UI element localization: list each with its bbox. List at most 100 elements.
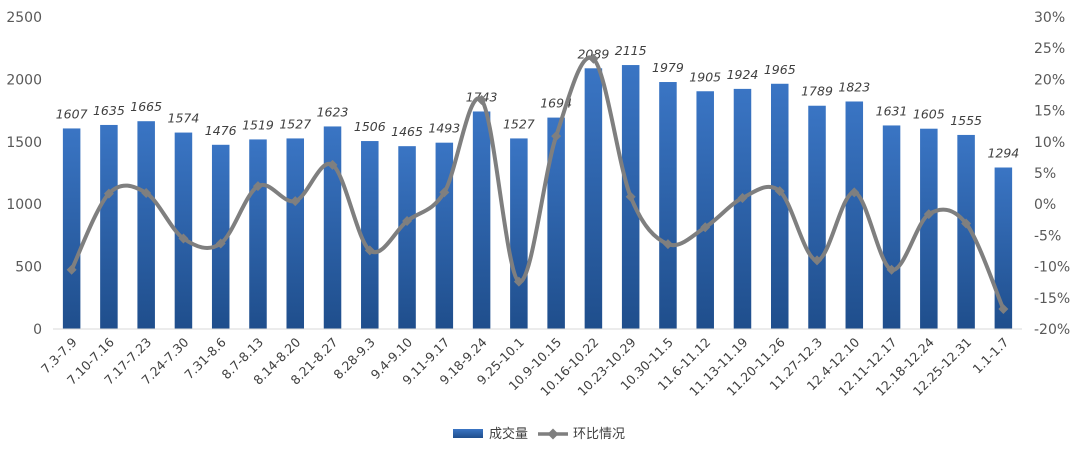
bar [920,128,938,329]
x-axis: 7.3-7.97.10-7.167.17-7.237.24-7.307.31-8… [38,328,1022,399]
left-tick-label: 2000 [6,72,42,88]
bar-data-label: 1506 [354,119,386,134]
line-point [551,131,562,142]
bar-data-label: 1527 [503,116,535,131]
legend-swatch-bar [453,429,483,438]
bar-data-label: 1294 [987,146,1019,161]
bar-data-label: 1979 [652,60,684,75]
x-tick-label: 1.1-1.7 [970,335,1012,377]
bar [584,68,603,330]
bar-data-label: 1527 [279,116,311,131]
left-tick-label: 1000 [6,197,42,213]
line-point [588,53,599,64]
line-point [364,245,375,256]
bar-data-label: 1635 [93,103,125,118]
line-point [476,94,487,105]
line-point [215,238,226,249]
bar [994,167,1013,329]
line-point [849,187,860,198]
right-tick-label: -20% [1034,322,1070,338]
line-point [103,188,114,199]
legend-label-bar: 成交量 [489,426,528,442]
right-tick-label: 30% [1034,10,1065,26]
bar [435,142,454,329]
line-point [812,255,823,266]
left-tick-label: 2500 [6,10,42,26]
right-tick-label: 0% [1034,197,1056,213]
bar-data-label: 1519 [242,117,274,132]
bar-data-label: 2115 [615,43,647,58]
bar [100,124,118,330]
line-point [252,181,263,192]
legend-label-line: 环比情况 [573,427,625,442]
right-tick-label: 5% [1034,166,1056,182]
bars [62,65,1013,330]
bar-data-label: 1665 [130,99,162,114]
right-tick-label: -10% [1034,260,1070,276]
bar [323,126,342,329]
bar-data-label: 1476 [205,123,237,138]
line-point [439,187,450,198]
bar-data-label: 1574 [168,111,200,126]
right-tick-label: -5% [1034,228,1061,244]
bar [845,101,864,330]
line-point [886,264,897,275]
right-tick-label: 10% [1034,135,1065,151]
bar [547,117,565,329]
line-point [327,159,338,170]
bar-data-label: 1605 [913,107,945,122]
bar [286,138,305,329]
right-axis: -20% -15% -10% -5% 0% 5% 10% 15% 20% 25% 30% [1034,10,1070,338]
line-point [402,216,413,227]
right-tick-label: 20% [1034,72,1065,88]
line-point [961,218,972,229]
bar [137,121,155,329]
legend-swatch-marker [547,428,559,440]
left-axis: 0 500 1000 1500 2000 2500 [6,10,42,338]
bar-labels: 1607 1635 1665 1574 1476 1519 1527 1623 1506 1465… [56,43,1020,160]
line-point [178,233,189,244]
bar-data-label: 1905 [689,69,721,84]
line-series [66,53,1009,315]
bar [510,138,528,329]
right-tick-label: -15% [1034,291,1070,307]
line-point [513,276,524,287]
bar-data-label: 1924 [727,67,759,82]
bar-data-label: 1465 [391,124,423,139]
bar [62,128,81,329]
bar [361,141,379,329]
line-point [662,239,673,250]
line-point [290,196,301,207]
right-tick-label: 15% [1034,104,1065,120]
bar [733,88,752,330]
bar [770,83,789,329]
right-tick-label: 25% [1034,41,1065,57]
bar [808,105,826,329]
bar-data-label: 1607 [56,106,88,121]
bar-data-label: 1631 [876,103,908,118]
left-tick-label: 1500 [6,135,42,151]
bar-data-label: 1623 [317,104,349,119]
bar-data-label: 1965 [764,62,796,77]
left-tick-label: 500 [15,260,42,276]
bar [659,82,677,329]
bar-data-label: 1789 [801,84,833,99]
bar-data-label: 1555 [950,113,982,128]
line-point [141,187,152,198]
bar [211,144,230,329]
bar-data-label: 1823 [838,79,870,94]
line-point [700,222,711,233]
bar [957,134,975,329]
bar [398,146,416,329]
left-tick-label: 0 [33,322,42,338]
series-line [69,55,1006,310]
bar [174,132,193,329]
bar [249,139,267,329]
bar-data-label: 1493 [428,121,460,136]
bar [696,91,714,329]
line-point [66,264,77,275]
line-point [625,191,636,202]
line-point [737,192,748,203]
bar [472,111,491,329]
